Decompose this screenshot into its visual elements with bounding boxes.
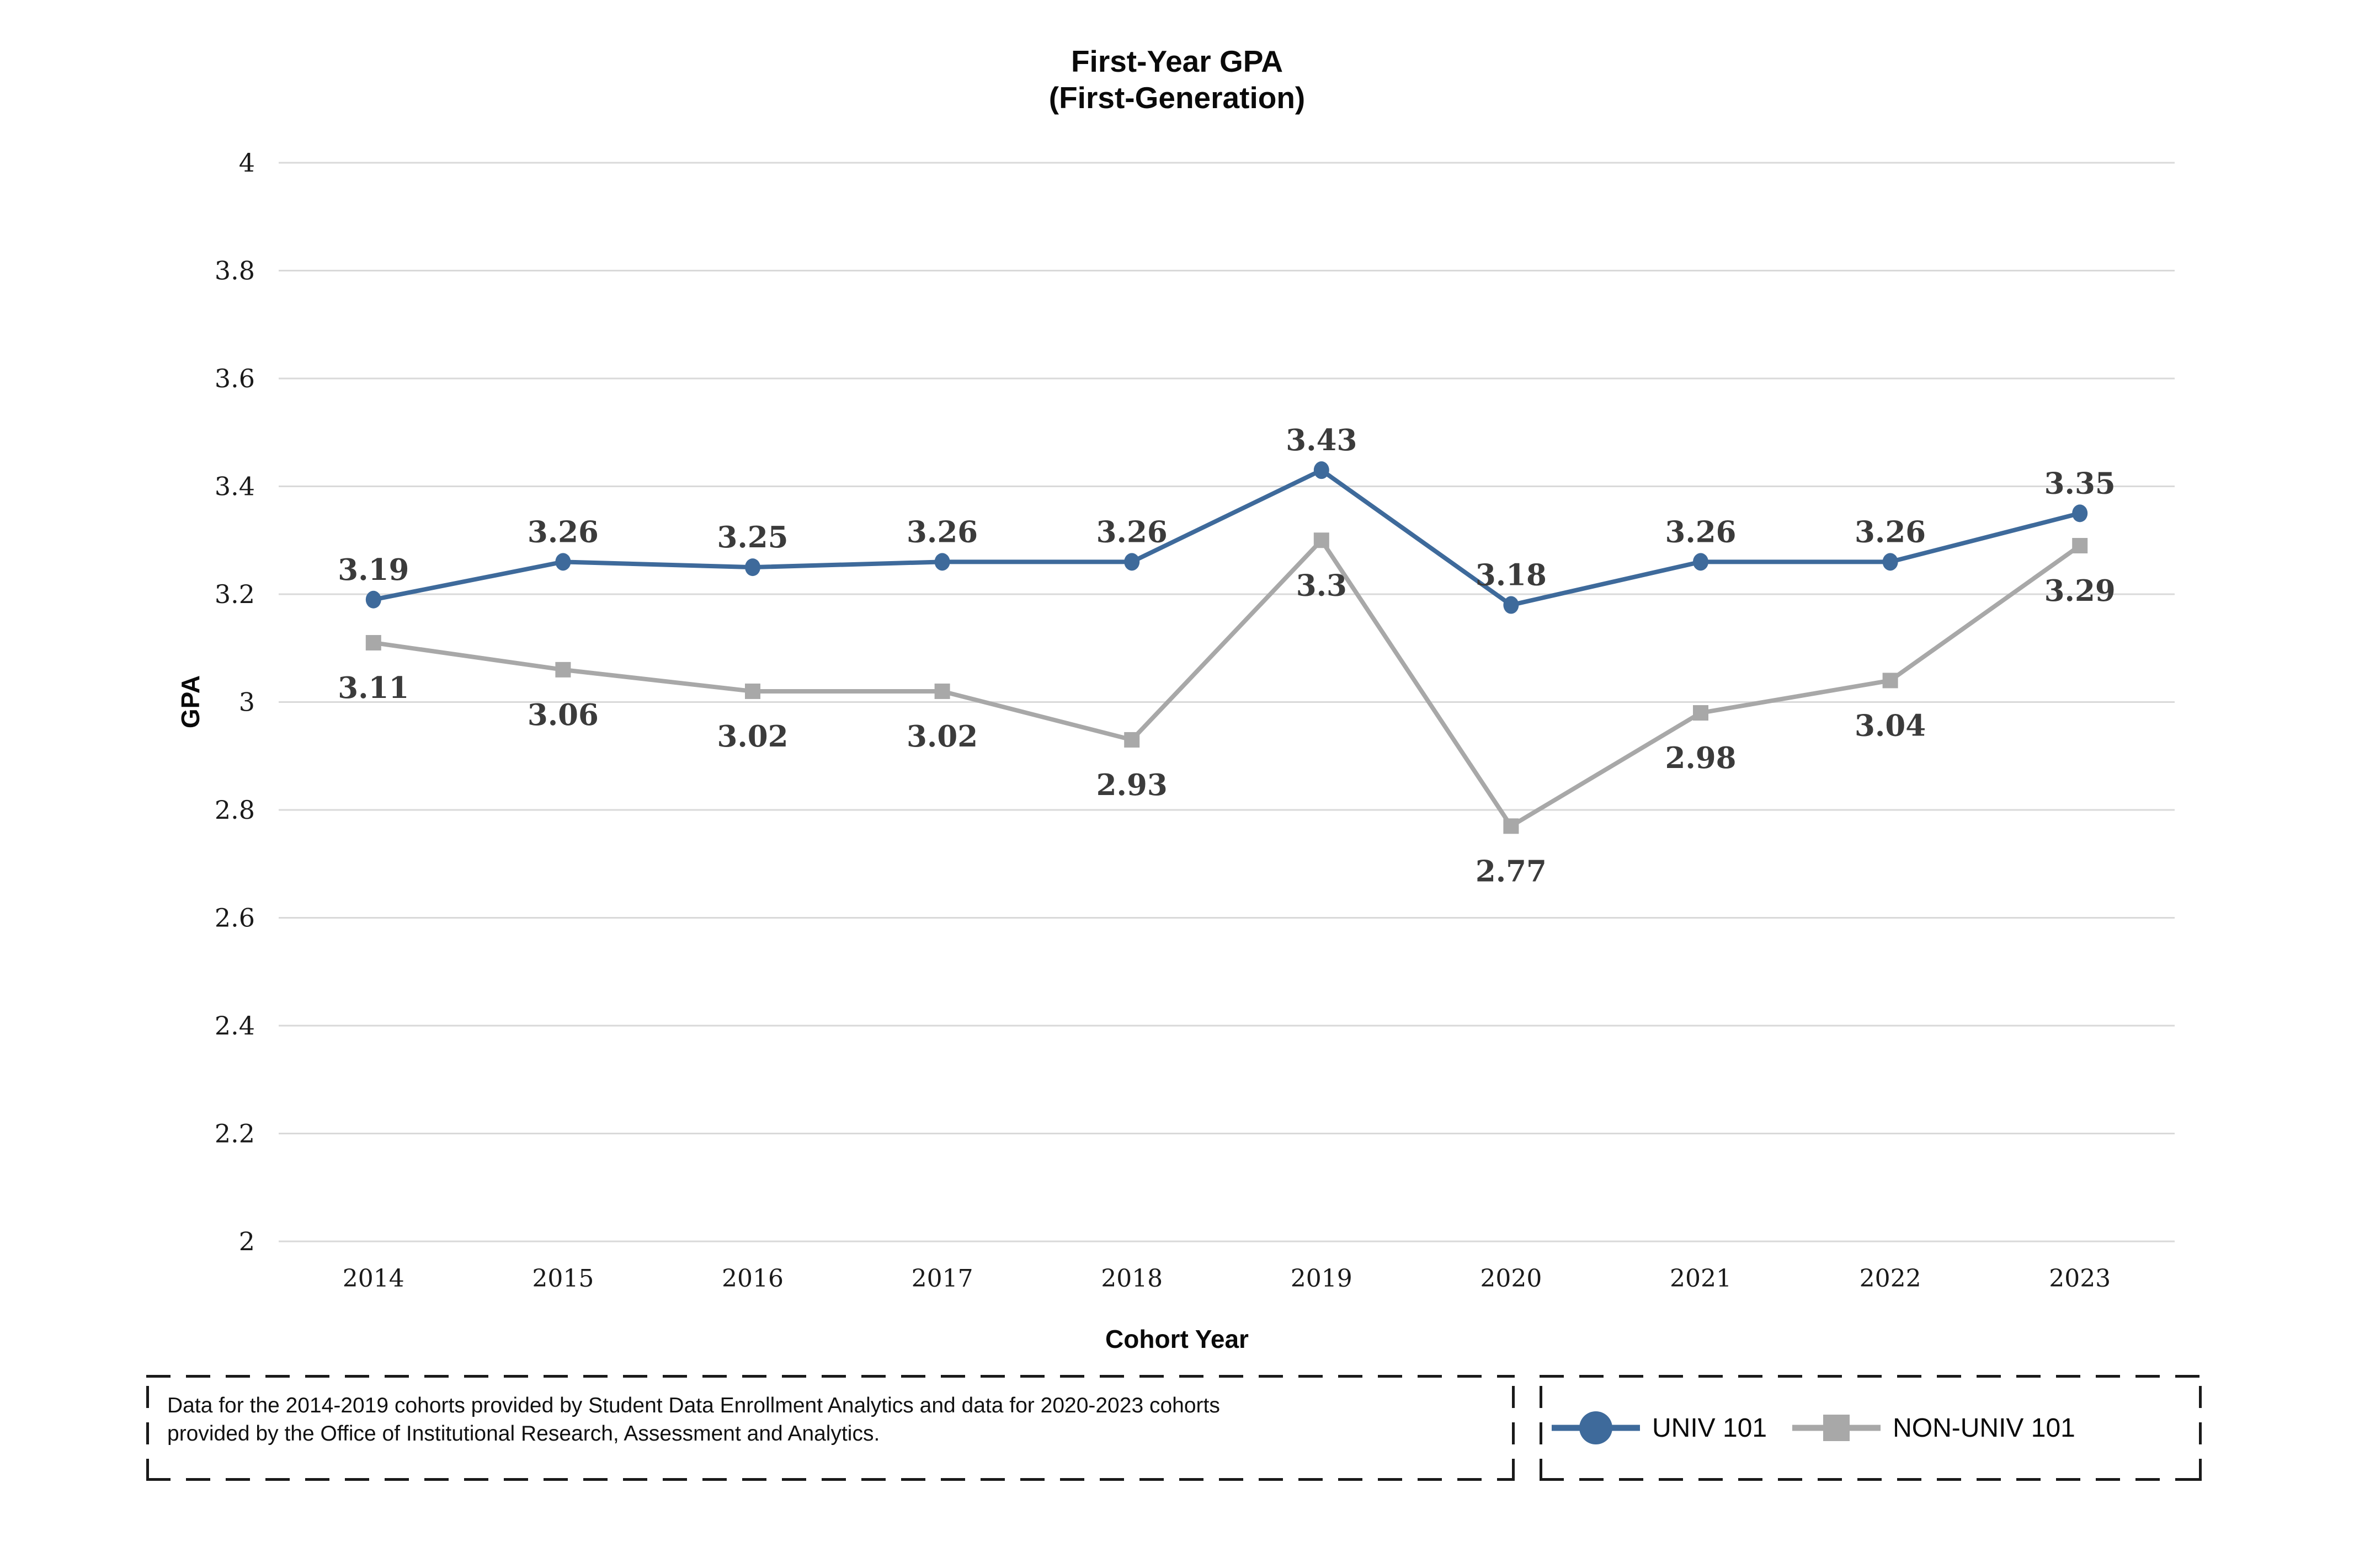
- chart-title-line1: First-Year GPA: [1071, 44, 1283, 78]
- footnote-line1: Data for the 2014-2019 cohorts provided …: [167, 1394, 1220, 1417]
- y-axis-title: GPA: [176, 675, 205, 729]
- y-tick-label: 3: [239, 687, 255, 717]
- legend-square-marker-icon: [1823, 1415, 1850, 1441]
- series-marker-square-icon: [2072, 538, 2088, 554]
- x-axis-title: Cohort Year: [1105, 1325, 1249, 1353]
- data-label-univ-101: 3.26: [528, 515, 599, 549]
- x-tick-label: 2022: [1860, 1265, 1921, 1293]
- series-marker-square-icon: [1882, 673, 1898, 689]
- y-tick-label: 2.6: [215, 903, 255, 933]
- y-tick-label: 3.2: [215, 579, 255, 609]
- x-tick-label: 2018: [1101, 1265, 1163, 1293]
- x-tick-label: 2017: [912, 1265, 973, 1293]
- data-label-non-univ-101: 3.02: [717, 719, 788, 754]
- legend-item-univ-101: UNIV 101: [1552, 1408, 1767, 1448]
- x-tick-label: 2020: [1480, 1265, 1542, 1293]
- series-line-univ-101: [373, 468, 2081, 607]
- data-label-univ-101: 3.19: [338, 553, 409, 587]
- series-marker-circle-icon: [1882, 553, 1898, 571]
- data-label-non-univ-101: 3.29: [2044, 574, 2116, 608]
- series-marker-circle-icon: [1124, 553, 1140, 571]
- data-label-non-univ-101: 3.06: [528, 698, 599, 732]
- data-label-non-univ-101: 2.93: [1096, 768, 1168, 802]
- series-marker-square-icon: [1313, 532, 1329, 548]
- data-label-univ-101: 3.25: [717, 520, 788, 554]
- data-label-univ-101: 3.26: [1665, 515, 1736, 549]
- legend-box: UNIV 101 NON-UNIV 101: [1540, 1375, 2202, 1481]
- data-label-non-univ-101: 3.04: [1855, 708, 1926, 743]
- x-tick-label: 2016: [722, 1265, 784, 1293]
- data-label-non-univ-101: 3.11: [338, 671, 409, 705]
- y-tick-label: 4: [239, 148, 255, 178]
- series-marker-square-icon: [1503, 818, 1519, 834]
- y-tick-label: 2.8: [215, 795, 255, 825]
- data-label-univ-101: 3.43: [1286, 423, 1357, 457]
- y-tick-label: 2: [239, 1226, 255, 1256]
- series-line-non-univ-101: [373, 538, 2081, 829]
- x-tick-label: 2014: [343, 1265, 404, 1293]
- x-tick-label: 2021: [1670, 1265, 1732, 1293]
- x-tick-label: 2023: [2049, 1265, 2111, 1293]
- series-marker-circle-icon: [2072, 504, 2088, 522]
- series-marker-circle-icon: [745, 558, 760, 577]
- series-marker-circle-icon: [1313, 461, 1329, 479]
- series-marker-square-icon: [365, 634, 381, 650]
- legend-line-circle-icon: [1552, 1411, 1640, 1444]
- chart-title: First-Year GPA (First-Generation): [0, 43, 2354, 116]
- data-label-univ-101: 3.26: [907, 515, 978, 549]
- legend-circle-marker-icon: [1579, 1411, 1612, 1444]
- data-label-univ-101: 3.18: [1476, 558, 1547, 593]
- x-tick-label: 2019: [1291, 1265, 1352, 1293]
- data-label-univ-101: 3.26: [1096, 515, 1168, 549]
- footnote-box: Data for the 2014-2019 cohorts provided …: [146, 1375, 1515, 1481]
- series-marker-circle-icon: [1503, 596, 1519, 614]
- footnote-line2: provided by the Office of Institutional …: [167, 1422, 880, 1446]
- data-label-non-univ-101: 2.77: [1476, 854, 1547, 888]
- legend-line-square-icon: [1792, 1415, 1881, 1441]
- y-tick-label: 3.6: [215, 364, 255, 393]
- series-marker-circle-icon: [365, 590, 381, 609]
- series-marker-square-icon: [1124, 732, 1140, 748]
- data-label-univ-101: 3.26: [1855, 515, 1926, 549]
- series-marker-square-icon: [745, 683, 760, 699]
- series-marker-square-icon: [555, 662, 571, 678]
- series-marker-circle-icon: [934, 553, 950, 571]
- legend-item-non-univ-101: NON-UNIV 101: [1792, 1408, 2075, 1448]
- data-label-non-univ-101: 3.3: [1296, 568, 1347, 602]
- series-marker-circle-icon: [1693, 553, 1708, 571]
- legend-label-univ-101: UNIV 101: [1652, 1413, 1767, 1443]
- data-label-univ-101: 3.35: [2044, 466, 2116, 500]
- data-label-non-univ-101: 2.98: [1665, 741, 1736, 775]
- series-marker-square-icon: [934, 683, 950, 699]
- legend-label-non-univ-101: NON-UNIV 101: [1893, 1413, 2075, 1443]
- x-tick-label: 2015: [532, 1265, 594, 1293]
- series-marker-circle-icon: [555, 553, 571, 571]
- y-tick-label: 2.2: [215, 1119, 255, 1149]
- series-marker-square-icon: [1693, 705, 1708, 721]
- y-tick-label: 3.8: [215, 256, 255, 286]
- y-tick-label: 2.4: [215, 1011, 255, 1041]
- chart-title-line2: (First-Generation): [1048, 81, 1306, 115]
- y-tick-label: 3.4: [215, 472, 255, 502]
- data-label-non-univ-101: 3.02: [907, 719, 978, 754]
